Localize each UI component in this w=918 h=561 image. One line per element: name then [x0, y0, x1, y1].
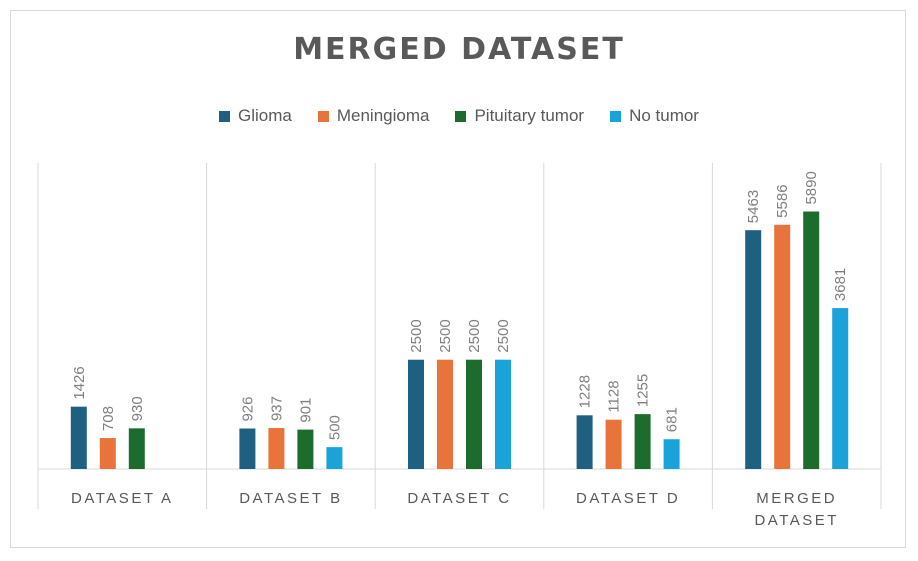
data-label: 2500 [408, 319, 425, 352]
legend-swatch [610, 110, 622, 122]
data-label: 926 [239, 396, 256, 421]
category-label: DATASET D [576, 490, 680, 507]
category-label: DATASET C [407, 490, 511, 507]
data-label: 1228 [577, 375, 594, 408]
data-label: 2500 [437, 319, 454, 352]
bar [297, 429, 314, 469]
data-label: 937 [268, 396, 285, 421]
bar [408, 359, 424, 469]
bar [128, 428, 145, 469]
data-label: 930 [129, 396, 146, 421]
legend-swatch [317, 110, 329, 122]
bar [437, 359, 453, 469]
bar [495, 359, 511, 469]
data-label: 5463 [745, 190, 762, 223]
bar [466, 359, 482, 469]
data-label: 2500 [495, 319, 512, 352]
bar [832, 308, 849, 469]
legend-label: Meningioma [336, 106, 430, 125]
data-label: 1426 [71, 366, 88, 399]
data-label: 681 [664, 407, 681, 432]
bar [803, 211, 820, 469]
category-label: DATASET A [71, 490, 174, 507]
legend-item: Pituitary tumor [455, 106, 584, 126]
legend-label: Glioma [238, 106, 292, 125]
data-label: 5890 [803, 171, 820, 204]
bar [99, 438, 116, 469]
legend-item: No tumor [610, 106, 699, 126]
legend-swatch [455, 110, 467, 122]
bar [634, 414, 651, 469]
bar [239, 428, 256, 469]
data-label: 2500 [466, 319, 483, 352]
bar [605, 419, 622, 469]
data-label: 901 [297, 398, 314, 423]
legend: Glioma Meningioma Pituitary tumor No tumor [0, 106, 918, 126]
chart-title: MERGED DATASET [293, 32, 625, 67]
bar [326, 447, 343, 469]
legend-label: No tumor [629, 106, 699, 125]
bar [268, 428, 285, 469]
bar [663, 439, 680, 469]
bar [576, 415, 593, 469]
data-label: 1255 [635, 374, 652, 407]
bar [70, 406, 87, 469]
bar [774, 224, 791, 469]
bar [745, 230, 762, 469]
data-label: 708 [100, 406, 117, 431]
category-label: DATASET B [239, 490, 342, 507]
legend-item: Meningioma [317, 106, 430, 126]
data-label: 3681 [832, 268, 849, 301]
legend-item: Glioma [219, 106, 292, 126]
data-label: 500 [326, 415, 343, 440]
legend-label: Pituitary tumor [474, 106, 585, 125]
legend-swatch [219, 110, 230, 122]
data-label: 5586 [774, 184, 791, 217]
category-label: MERGED DATASET [754, 490, 838, 529]
data-label: 1128 [606, 380, 623, 412]
